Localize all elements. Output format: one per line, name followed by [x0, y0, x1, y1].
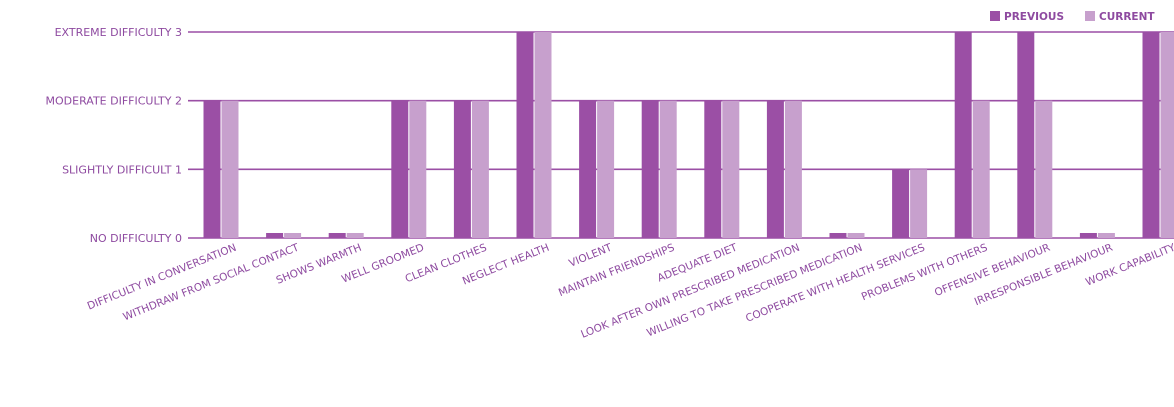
bar-current-2 [346, 233, 364, 238]
y-axis-tick-labels: NO DIFFICULTY 0 SLIGHTLY DIFFICULT 1 MODER… [46, 26, 183, 245]
bar-current-12 [972, 100, 990, 239]
bar-current-8 [722, 100, 740, 239]
legend: PREVIOUS CURRENT [990, 11, 1155, 23]
y-tick-label-2: MODERATE DIFFICULTY 2 [46, 95, 183, 108]
bar-previous-1 [266, 233, 284, 238]
bar-current-9 [784, 100, 802, 239]
legend-swatch-current [1085, 11, 1095, 21]
legend-label-current: CURRENT [1099, 11, 1155, 23]
bar-previous-10 [829, 233, 847, 238]
bar-current-4 [471, 100, 489, 239]
bar-current-7 [659, 100, 677, 239]
gridlines [188, 31, 1174, 239]
bar-previous-13 [1017, 32, 1035, 238]
bar-current-6 [597, 100, 615, 239]
legend-label-previous: PREVIOUS [1004, 11, 1064, 23]
bar-previous-2 [328, 233, 346, 238]
x-category-label-6: VIOLENT [567, 241, 614, 269]
bar-previous-9 [766, 100, 784, 239]
bar-previous-4 [453, 100, 471, 239]
bar-previous-12 [954, 32, 972, 238]
bar-current-1 [284, 233, 302, 238]
y-tick-label-0: NO DIFFICULTY 0 [90, 232, 182, 245]
bar-previous-15 [1142, 32, 1160, 238]
bar-current-0 [221, 100, 239, 239]
bar-previous-3 [391, 100, 409, 239]
bar-previous-6 [579, 100, 597, 239]
bar-current-3 [409, 100, 427, 239]
x-category-label-7: MAINTAIN FRIENDSHIPS [557, 242, 677, 300]
legend-swatch-previous [990, 11, 1000, 21]
y-tick-label-1: SLIGHTLY DIFFICULT 1 [62, 163, 182, 176]
y-tick-label-3: EXTREME DIFFICULTY 3 [55, 26, 182, 39]
bar-current-5 [534, 32, 552, 238]
bar-current-15 [1160, 32, 1174, 238]
bar-current-10 [847, 233, 865, 238]
bar-current-14 [1097, 233, 1115, 238]
bar-previous-5 [516, 32, 534, 238]
bar-previous-14 [1079, 233, 1097, 238]
bar-previous-8 [704, 100, 722, 239]
bar-previous-11 [892, 169, 910, 238]
bar-current-11 [910, 169, 928, 238]
bar-previous-7 [641, 100, 659, 239]
bar-previous-0 [203, 100, 221, 239]
bars [203, 32, 1174, 239]
bar-current-13 [1035, 100, 1053, 239]
